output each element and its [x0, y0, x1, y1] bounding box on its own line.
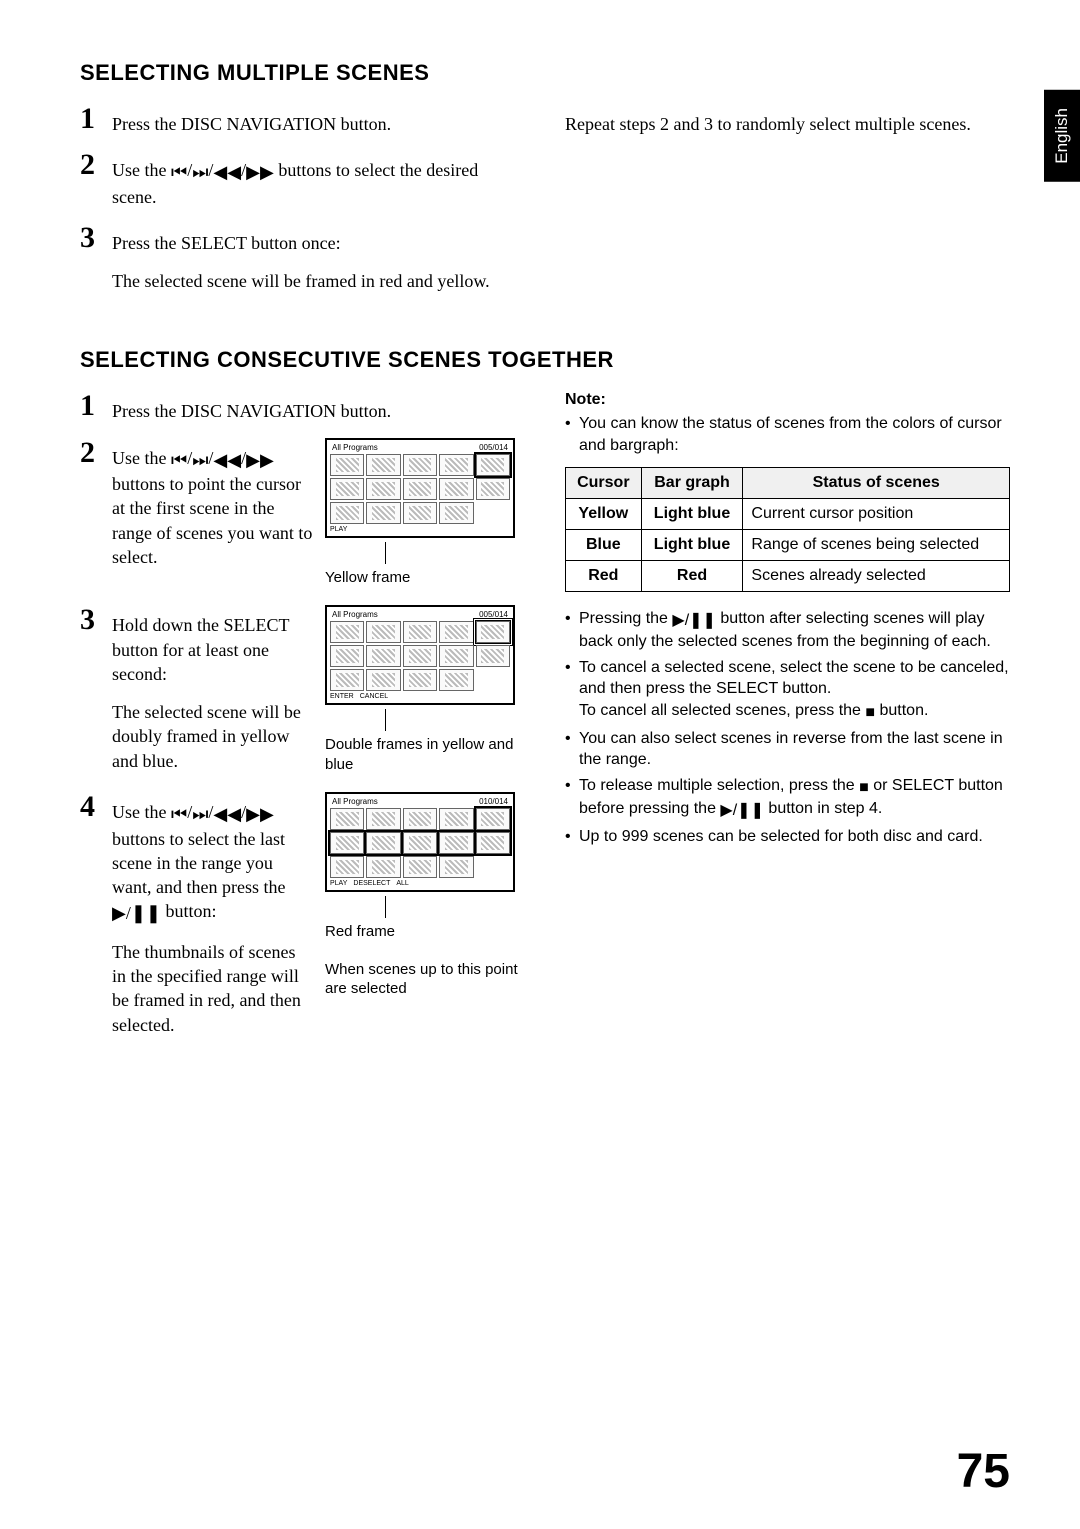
stop-icon: ■ [865, 702, 875, 724]
mini-foot: ENTER [330, 693, 354, 700]
step-text: Hold down the SELECT button for at least… [112, 605, 313, 686]
fast-forward-icon: ▶▶ [246, 160, 274, 184]
mini-foot: PLAY [330, 526, 347, 533]
mini-head-left: All Programs [332, 610, 378, 619]
th-status: Status of scenes [743, 467, 1010, 498]
s1-step1: 1 Press the DISC NAVIGATION button. [80, 104, 525, 136]
rewind-icon: ◀◀ [213, 160, 241, 184]
step-number: 2 [80, 150, 104, 209]
section1-body: 1 Press the DISC NAVIGATION button. 2 Us… [80, 104, 1010, 307]
cell: Red [641, 560, 743, 591]
note-bullet: To release multiple selection, press the… [565, 775, 1010, 822]
s2-step3: 3 Hold down the SELECT button for at lea… [80, 605, 313, 686]
mini-head-right: 005/014 [479, 443, 508, 452]
cell: Light blue [641, 529, 743, 560]
table-row: Yellow Light blue Current cursor positio… [566, 498, 1010, 529]
mini-head-right: 010/014 [479, 797, 508, 806]
rewind-icon: ◀◀ [213, 448, 241, 472]
step-text: Use the ⏮/⏭/◀◀/▶▶ buttons to select the … [112, 150, 525, 209]
mini-foot: DESELECT [353, 880, 390, 887]
fast-forward-icon: ▶▶ [246, 802, 274, 826]
step-number: 3 [80, 223, 104, 255]
prev-track-icon: ⏮ [171, 802, 187, 826]
step-text: Press the SELECT button once: [112, 223, 341, 255]
mini-foot: PLAY [330, 880, 347, 887]
caption-double-frame: Double frames in yellow and blue [325, 709, 525, 774]
s2-after4: The thumbnails of scenes in the specifie… [112, 940, 313, 1037]
note-bullet: Up to 999 scenes can be selected for bot… [565, 826, 1010, 848]
s2-step2: 2 Use the ⏮/⏭/◀◀/▶▶ buttons to point the… [80, 438, 313, 569]
s1-right-text: Repeat steps 2 and 3 to randomly select … [565, 104, 1010, 136]
play-pause-icon: ▶/❚❚ [672, 610, 716, 632]
section2-title: SELECTING CONSECUTIVE SCENES TOGETHER [80, 347, 1010, 373]
cell: Range of scenes being selected [743, 529, 1010, 560]
th-cursor: Cursor [566, 467, 642, 498]
section2-body: 1 Press the DISC NAVIGATION button. 2 Us… [80, 391, 1010, 1050]
screenshot-yellow-frame: All Programs 005/014 PLAY [325, 438, 515, 538]
s1-step2: 2 Use the ⏮/⏭/◀◀/▶▶ buttons to select th… [80, 150, 525, 209]
step-number: 3 [80, 605, 104, 686]
s2-step1: 1 Press the DISC NAVIGATION button. [80, 391, 525, 423]
cell: Current cursor position [743, 498, 1010, 529]
mini-head-left: All Programs [332, 797, 378, 806]
step-number: 1 [80, 104, 104, 136]
next-track-icon: ⏭ [192, 802, 208, 826]
screenshot-red-frame: All Programs 010/014 PLAY DESELECT ALL [325, 792, 515, 892]
language-tab: English [1044, 90, 1080, 182]
table-row: Red Red Scenes already selected [566, 560, 1010, 591]
next-track-icon: ⏭ [192, 160, 208, 184]
cell: Yellow [566, 498, 642, 529]
table-row: Blue Light blue Range of scenes being se… [566, 529, 1010, 560]
s2-step4: 4 Use the ⏮/⏭/◀◀/▶▶ buttons to select th… [80, 792, 313, 925]
mini-foot: CANCEL [360, 693, 388, 700]
stop-icon: ■ [859, 777, 869, 799]
note-intro: You can know the status of scenes from t… [565, 413, 1010, 456]
prev-track-icon: ⏮ [171, 160, 187, 184]
cell: Light blue [641, 498, 743, 529]
note-heading: Note: [565, 391, 1010, 409]
mini-head-left: All Programs [332, 443, 378, 452]
mini-head-right: 005/014 [479, 610, 508, 619]
cell: Scenes already selected [743, 560, 1010, 591]
s1-after3: The selected scene will be framed in red… [112, 269, 525, 293]
cell: Blue [566, 529, 642, 560]
page-number: 75 [957, 1444, 1010, 1499]
next-track-icon: ⏭ [192, 448, 208, 472]
note-bullet: Pressing the ▶/❚❚ button after selecting… [565, 608, 1010, 653]
step-text: Use the ⏮/⏭/◀◀/▶▶ buttons to point the c… [112, 438, 313, 569]
mini-foot: ALL [396, 880, 408, 887]
caption-red-frame: Red frame [325, 896, 525, 942]
step-number: 2 [80, 438, 104, 569]
section1-title: SELECTING MULTIPLE SCENES [80, 60, 1010, 86]
note-bullet: You can also select scenes in reverse fr… [565, 728, 1010, 771]
cell: Red [566, 560, 642, 591]
caption-red-frame-2: When scenes up to this point are selecte… [325, 960, 525, 999]
fast-forward-icon: ▶▶ [246, 448, 274, 472]
step-text: Press the DISC NAVIGATION button. [112, 104, 391, 136]
s1-step3: 3 Press the SELECT button once: [80, 223, 525, 255]
status-table: Cursor Bar graph Status of scenes Yellow… [565, 467, 1010, 592]
step-text: Use the ⏮/⏭/◀◀/▶▶ buttons to select the … [112, 792, 313, 925]
rewind-icon: ◀◀ [213, 802, 241, 826]
s2-after3: The selected scene will be doubly framed… [112, 700, 313, 773]
screenshot-double-frame: All Programs 005/014 ENTER CANCEL [325, 605, 515, 705]
th-bargraph: Bar graph [641, 467, 743, 498]
caption-yellow-frame: Yellow frame [325, 542, 525, 588]
step-number: 1 [80, 391, 104, 423]
prev-track-icon: ⏮ [171, 448, 187, 472]
play-pause-icon: ▶/❚❚ [112, 901, 161, 925]
step-number: 4 [80, 792, 104, 925]
step-text: Press the DISC NAVIGATION button. [112, 391, 391, 423]
play-pause-icon: ▶/❚❚ [720, 800, 764, 822]
note-bullet: To cancel a selected scene, select the s… [565, 657, 1010, 724]
